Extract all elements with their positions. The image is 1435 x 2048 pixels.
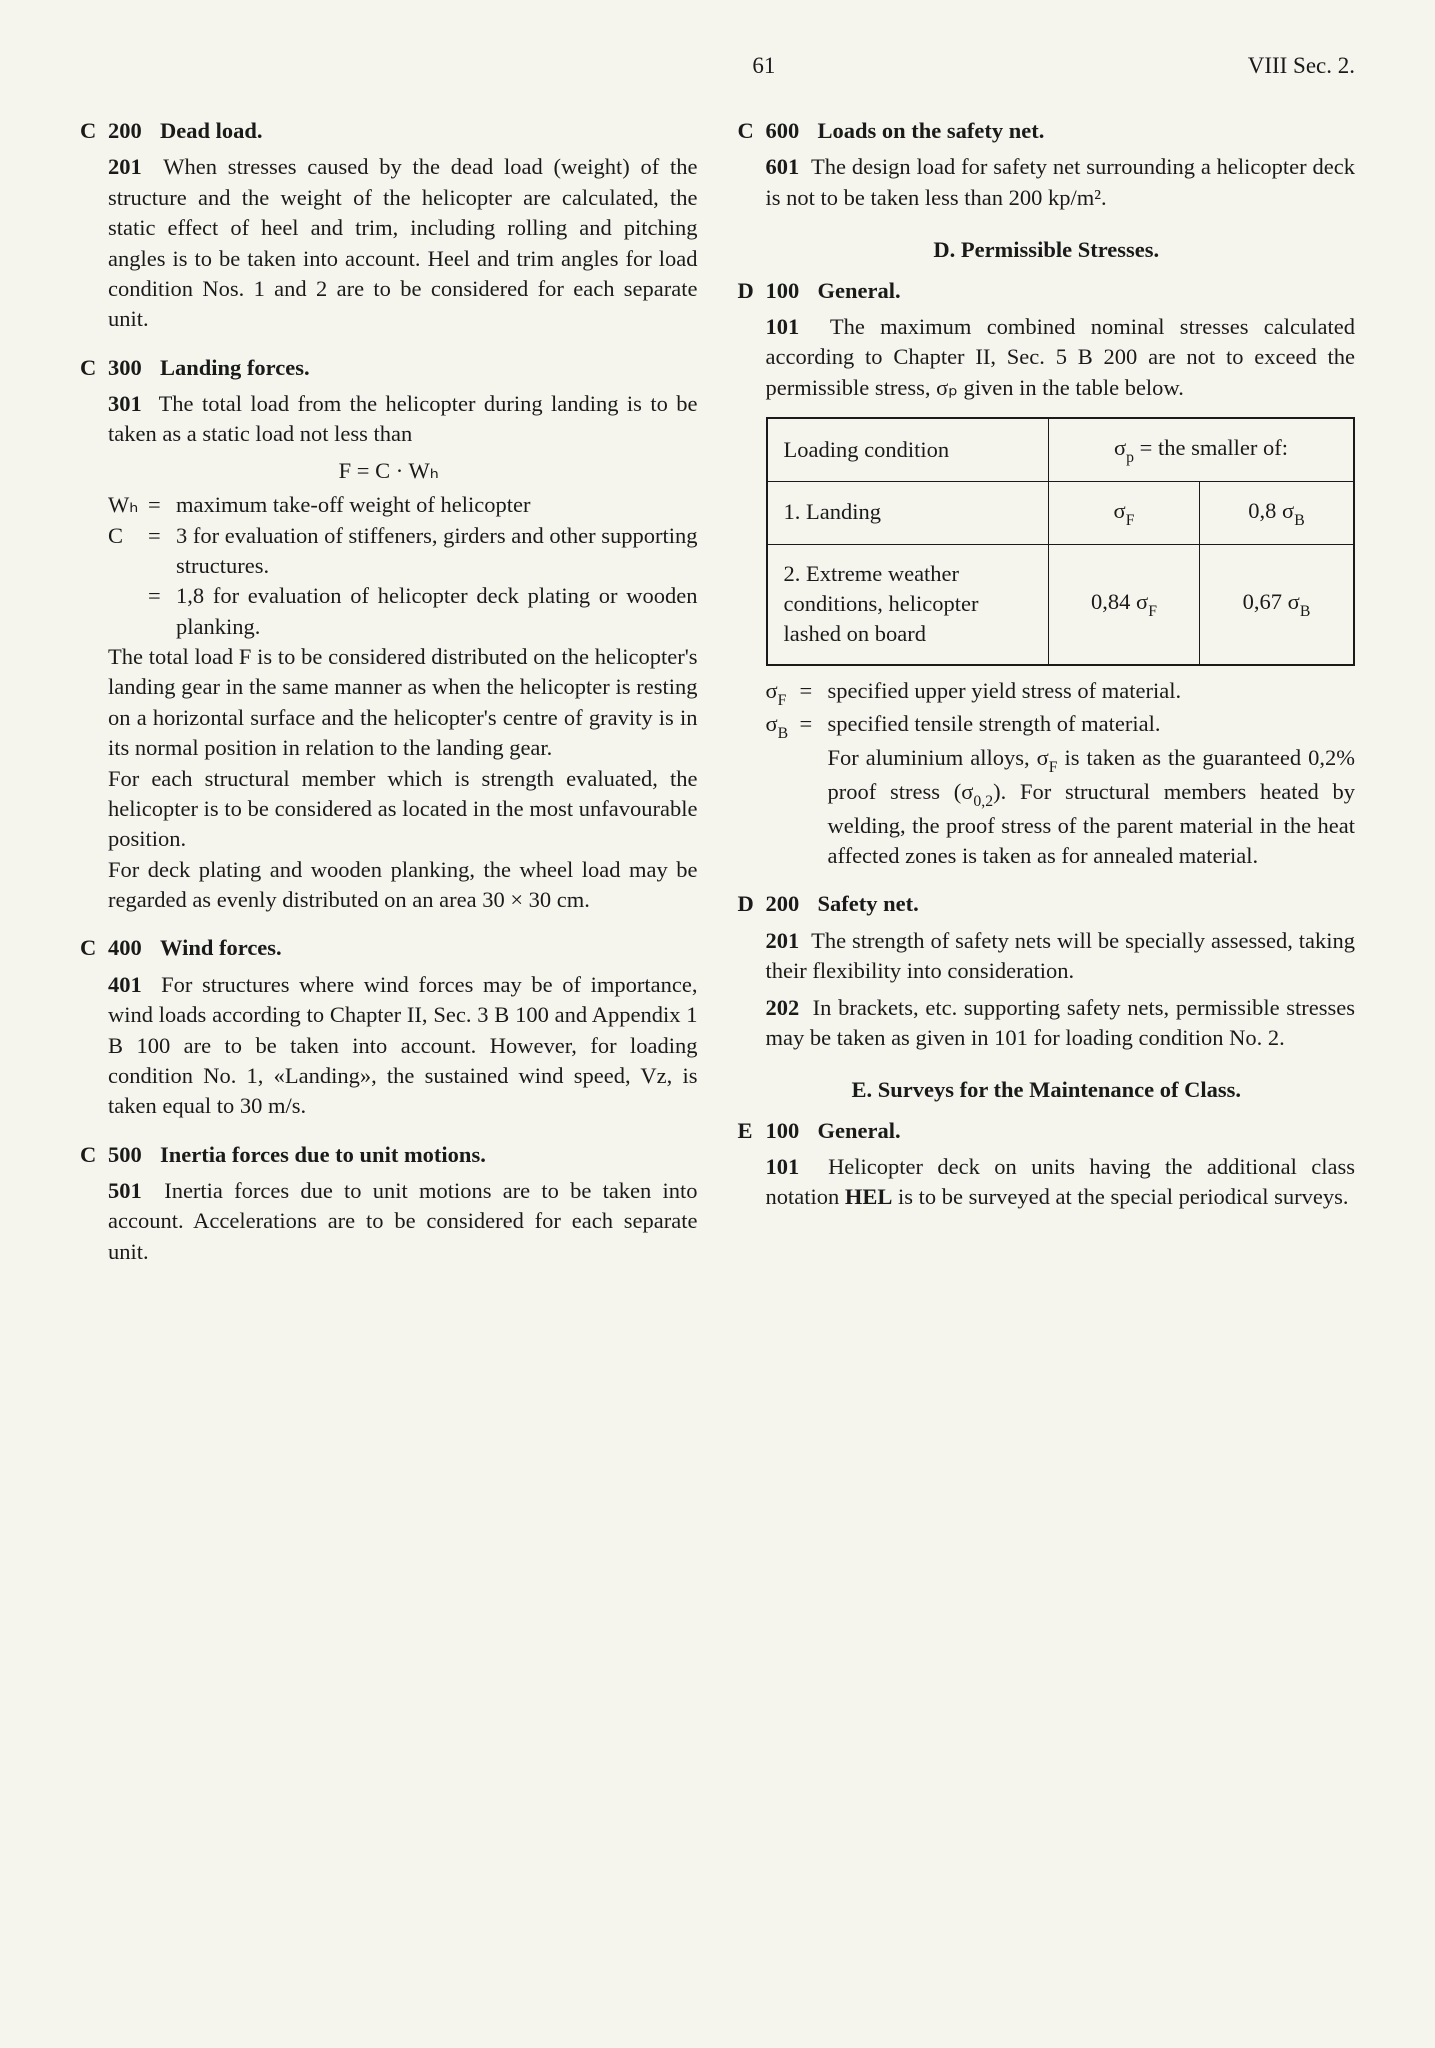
c300-cont3: For deck plating and wooden planking, th… bbox=[108, 855, 698, 916]
def-wh: Wₕ = maximum take-off weight of helicopt… bbox=[108, 490, 698, 520]
stress-table: Loading condition σp = the smaller of: 1… bbox=[766, 417, 1356, 666]
th-sigma-p: σp = the smaller of: bbox=[1049, 418, 1355, 481]
paragraph-d201: 201 The strength of safety nets will be … bbox=[766, 926, 1356, 987]
def-c1: C = 3 for evaluation of stiffeners, gird… bbox=[108, 521, 698, 582]
page-header: 61 VIII Sec. 2. bbox=[80, 50, 1355, 81]
paragraph-d101: 101 The maximum combined nominal stresse… bbox=[766, 312, 1356, 403]
heading-c400: C 400 Wind forces. bbox=[80, 933, 698, 963]
heading-c300: C 300 Landing forces. bbox=[80, 353, 698, 383]
heading-c500: C 500 Inertia forces due to unit motions… bbox=[80, 1140, 698, 1170]
table-header-row: Loading condition σp = the smaller of: bbox=[767, 418, 1355, 481]
note-sigma-f: σF = specified upper yield stress of mat… bbox=[766, 676, 1356, 710]
paragraph-e101: 101 Helicopter deck on units having the … bbox=[766, 1152, 1356, 1213]
page-number: 61 bbox=[280, 50, 1248, 81]
heading-e100: E 100 General. bbox=[738, 1116, 1356, 1146]
table-notes: σF = specified upper yield stress of mat… bbox=[766, 676, 1356, 872]
paragraph-c301: 301 The total load from the helicopter d… bbox=[108, 389, 698, 450]
c300-cont2: For each structural member which is stre… bbox=[108, 764, 698, 855]
c300-cont1: The total load F is to be considered dis… bbox=[108, 642, 698, 764]
paragraph-d202: 202 In brackets, etc. supporting safety … bbox=[766, 993, 1356, 1054]
paragraph-c401: 401 For structures where wind forces may… bbox=[108, 970, 698, 1122]
paragraph-c601: 601 The design load for safety net surro… bbox=[766, 152, 1356, 213]
formula-c300: F = C · Wₕ bbox=[80, 456, 698, 486]
left-column: C 200 Dead load. 201 When stresses cause… bbox=[80, 116, 698, 1273]
heading-d100: D 100 General. bbox=[738, 276, 1356, 306]
th-loading-condition: Loading condition bbox=[767, 418, 1049, 481]
section-reference: VIII Sec. 2. bbox=[1248, 50, 1355, 81]
paragraph-c201: 201 When stresses caused by the dead loa… bbox=[108, 152, 698, 334]
table-row: 2. Extreme weather conditions, helicopte… bbox=[767, 544, 1355, 665]
heading-section-e: E. Surveys for the Maintenance of Class. bbox=[738, 1075, 1356, 1105]
note-aluminium: For aluminium alloys, σF is taken as the… bbox=[766, 743, 1356, 871]
content-area: C 200 Dead load. 201 When stresses cause… bbox=[80, 116, 1355, 1273]
heading-c200: C 200 Dead load. bbox=[80, 116, 698, 146]
heading-c600: C 600 Loads on the safety net. bbox=[738, 116, 1356, 146]
table-row: 1. Landing σF 0,8 σB bbox=[767, 481, 1355, 544]
definition-list: Wₕ = maximum take-off weight of helicopt… bbox=[108, 490, 698, 642]
note-sigma-b: σB = specified tensile strength of mater… bbox=[766, 709, 1356, 743]
right-column: C 600 Loads on the safety net. 601 The d… bbox=[738, 116, 1356, 1273]
heading-section-d: D. Permissible Stresses. bbox=[738, 235, 1356, 265]
paragraph-c501: 501 Inertia forces due to unit motions a… bbox=[108, 1176, 698, 1267]
heading-d200: D 200 Safety net. bbox=[738, 889, 1356, 919]
def-c2: = 1,8 for evaluation of helicopter deck … bbox=[108, 581, 698, 642]
